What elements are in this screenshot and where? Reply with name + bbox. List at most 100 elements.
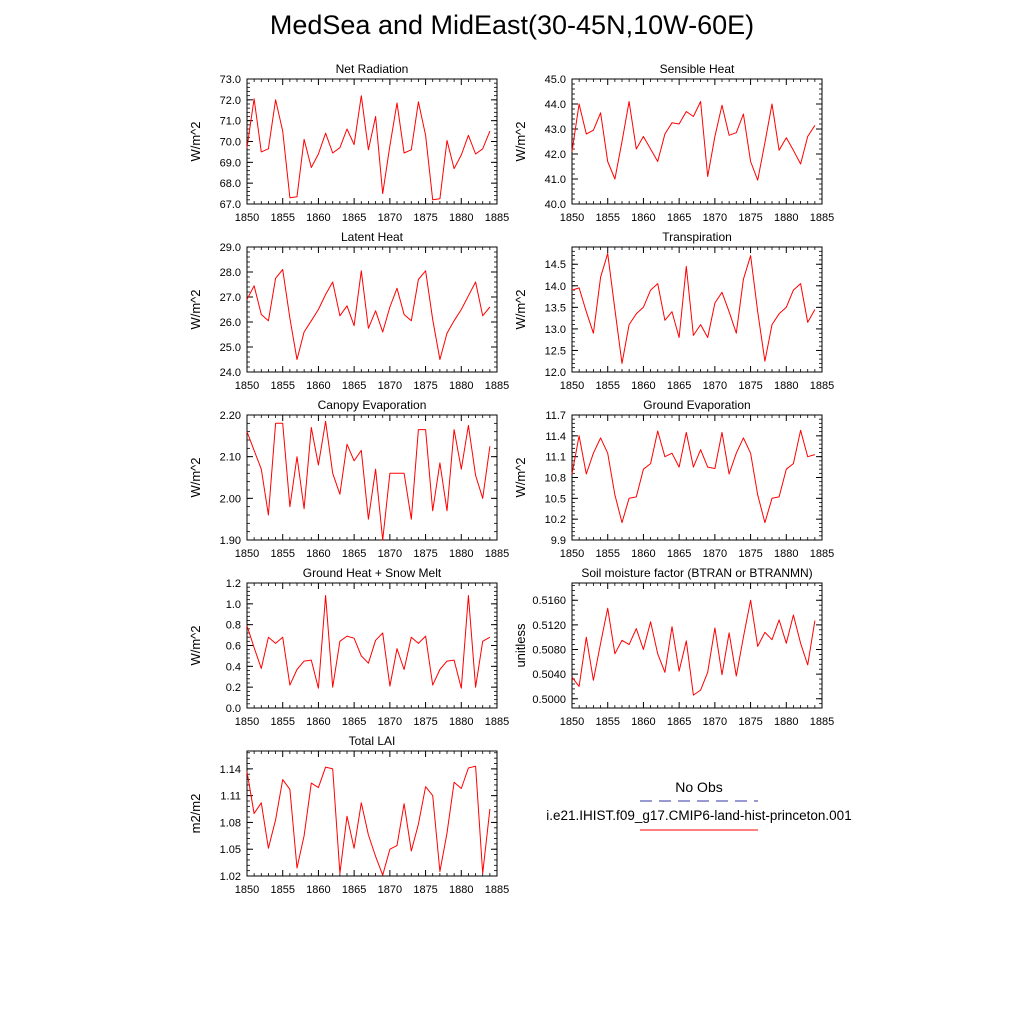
chart-panel: Transpiration W/m^2 1850 1855 1860 1865 1870 18… <box>513 230 834 392</box>
plot-frame <box>246 582 498 709</box>
y-tick-label: 68.0 <box>220 178 241 190</box>
y-tick-label: 0.6 <box>226 641 241 653</box>
y-tick-label: 71.0 <box>220 116 241 128</box>
y-tick-label: 73.0 <box>220 74 241 86</box>
y-tick-label: 0.5160 <box>532 595 566 607</box>
series-line <box>246 269 491 360</box>
plot-frame <box>571 78 823 205</box>
x-tick-label: 1865 <box>342 884 366 896</box>
x-tick-label: 1885 <box>810 380 834 392</box>
y-tick-label: 13.0 <box>545 324 566 336</box>
x-tick-label: 1855 <box>595 548 619 560</box>
y-axis-label: W/m^2 <box>188 625 203 665</box>
x-tick-label: 1870 <box>378 212 402 224</box>
panel-title: Sensible Heat <box>660 62 735 76</box>
x-tick-label: 1850 <box>560 716 584 728</box>
x-tick-label: 1875 <box>738 548 762 560</box>
y-axis-label: W/m^2 <box>188 289 203 329</box>
plot-frame <box>246 78 498 205</box>
x-tick-label: 1850 <box>235 716 259 728</box>
x-tick-label: 1880 <box>774 548 798 560</box>
x-tick-label: 1885 <box>485 884 509 896</box>
x-tick-label: 1850 <box>560 548 584 560</box>
y-tick-label: 11.7 <box>545 410 566 422</box>
y-tick-label: 0.0 <box>226 703 241 715</box>
x-tick-label: 1875 <box>738 716 762 728</box>
y-tick-label: 70.0 <box>220 137 241 149</box>
chart-panel: Total LAI m2/m2 1850 1855 1860 1865 1870 1875 18… <box>188 734 509 896</box>
chart-panel: Soil moisture factor (BTRAN or BTRANMN) u… <box>513 566 834 728</box>
chart-panel: Sensible Heat W/m^2 1850 1855 1860 1865 1870 18… <box>513 62 834 224</box>
y-tick-label: 10.5 <box>545 493 566 505</box>
y-tick-label: 2.10 <box>220 452 241 464</box>
y-axis-label: W/m^2 <box>513 121 528 161</box>
x-tick-label: 1885 <box>485 380 509 392</box>
legend-obs-label: No Obs <box>675 779 722 795</box>
y-axis-label: W/m^2 <box>513 457 528 497</box>
panel-title: Latent Heat <box>341 230 404 244</box>
x-tick-label: 1865 <box>342 212 366 224</box>
panel-title: Canopy Evaporation <box>318 398 427 412</box>
x-tick-label: 1880 <box>449 380 473 392</box>
x-tick-label: 1870 <box>378 884 402 896</box>
y-tick-label: 25.0 <box>220 342 241 354</box>
y-tick-label: 0.2 <box>226 682 241 694</box>
panel-title: Net Radiation <box>336 62 409 76</box>
y-axis-label: W/m^2 <box>188 121 203 161</box>
y-tick-label: 43.0 <box>545 124 566 136</box>
y-tick-label: 1.02 <box>220 871 241 883</box>
y-tick-label: 28.0 <box>220 267 241 279</box>
y-tick-label: 14.5 <box>545 259 566 271</box>
x-tick-label: 1865 <box>667 548 691 560</box>
panel-title: Total LAI <box>349 734 396 748</box>
x-tick-label: 1860 <box>306 884 330 896</box>
panel-title: Ground Evaporation <box>643 398 750 412</box>
panel-title: Transpiration <box>662 230 732 244</box>
plot-frame <box>246 750 498 877</box>
x-tick-label: 1880 <box>774 716 798 728</box>
x-tick-label: 1865 <box>667 716 691 728</box>
chart-panel: Latent Heat W/m^2 1850 1855 1860 1865 1870 1875… <box>188 230 509 392</box>
x-tick-label: 1865 <box>342 548 366 560</box>
x-tick-label: 1880 <box>774 212 798 224</box>
x-tick-label: 1870 <box>703 548 727 560</box>
x-tick-label: 1855 <box>270 884 294 896</box>
y-tick-label: 0.5120 <box>532 620 566 632</box>
series-line <box>571 253 816 364</box>
x-tick-label: 1875 <box>413 548 437 560</box>
x-tick-label: 1860 <box>306 548 330 560</box>
x-tick-label: 1850 <box>235 884 259 896</box>
y-tick-label: 67.0 <box>220 199 241 211</box>
y-axis-label: W/m^2 <box>188 457 203 497</box>
y-tick-label: 0.4 <box>226 661 241 673</box>
y-tick-label: 40.0 <box>545 199 566 211</box>
x-tick-label: 1870 <box>703 380 727 392</box>
y-tick-label: 2.00 <box>220 493 241 505</box>
y-tick-label: 1.05 <box>220 844 241 856</box>
y-tick-label: 13.5 <box>545 302 566 314</box>
y-tick-label: 42.0 <box>545 149 566 161</box>
x-tick-label: 1860 <box>631 716 655 728</box>
plot-frame <box>571 582 823 709</box>
panel-title: Soil moisture factor (BTRAN or BTRANMN) <box>581 566 812 580</box>
y-tick-label: 45.0 <box>545 74 566 86</box>
x-tick-label: 1880 <box>449 716 473 728</box>
x-tick-label: 1860 <box>631 548 655 560</box>
x-tick-label: 1855 <box>270 212 294 224</box>
x-tick-label: 1885 <box>810 548 834 560</box>
panel-title: Ground Heat + Snow Melt <box>303 566 442 580</box>
y-axis-label: m2/m2 <box>188 794 203 834</box>
y-tick-label: 10.2 <box>545 514 566 526</box>
x-tick-label: 1865 <box>667 212 691 224</box>
x-tick-label: 1885 <box>485 212 509 224</box>
y-tick-label: 1.08 <box>220 817 241 829</box>
legend: No Obs i.e21.IHIST.f09_g17.CMIP6-land-hi… <box>546 779 852 831</box>
y-tick-label: 27.0 <box>220 292 241 304</box>
y-tick-label: 9.9 <box>551 535 566 547</box>
y-tick-label: 1.11 <box>220 791 241 803</box>
y-tick-label: 2.20 <box>220 410 241 422</box>
figure-title: MedSea and MidEast(30-45N,10W-60E) <box>269 10 755 40</box>
x-tick-label: 1865 <box>667 380 691 392</box>
plot-frame <box>246 414 498 541</box>
x-tick-label: 1875 <box>413 884 437 896</box>
